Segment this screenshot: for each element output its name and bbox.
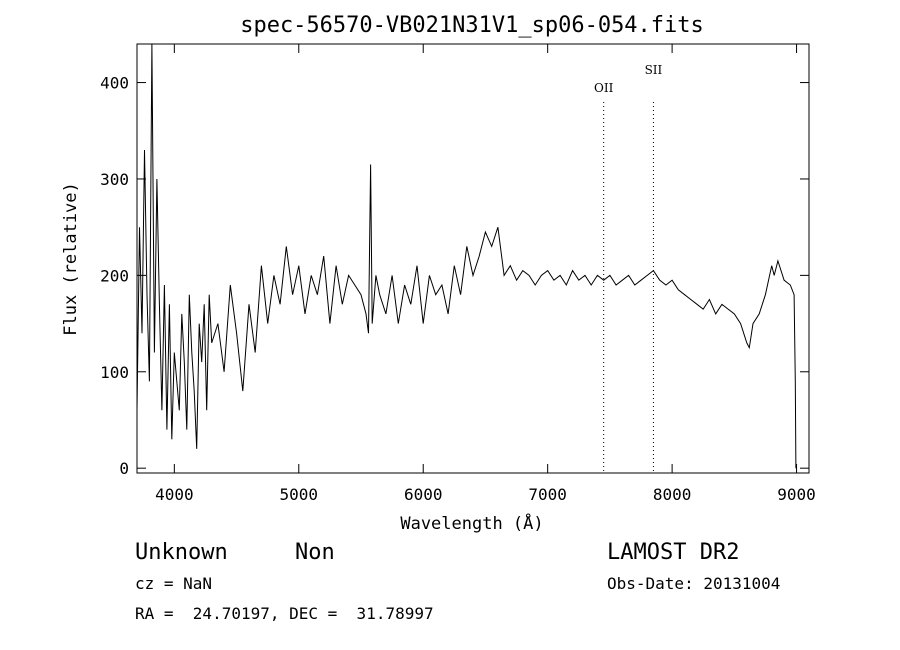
y-tick-label: 300 xyxy=(100,170,129,189)
x-tick-label: 5000 xyxy=(280,485,319,504)
x-axis-label: Wavelength (Å) xyxy=(400,512,543,534)
y-axis-ticks: 0 100 200 300 400 xyxy=(100,74,809,478)
plot-frame xyxy=(136,43,810,474)
object-class: Unknown xyxy=(135,540,228,565)
obs-date: Obs-Date: 20131004 xyxy=(607,574,781,593)
x-tick-label: 6000 xyxy=(404,485,443,504)
x-axis-ticks: 4000 5000 6000 7000 8000 9000 xyxy=(155,44,816,504)
object-subclass: Non xyxy=(295,540,335,565)
cz-value: cz = NaN xyxy=(135,574,213,593)
annotation-label: SII xyxy=(645,63,663,77)
survey-name: LAMOST DR2 xyxy=(607,540,740,565)
y-axis-label: Flux (relative) xyxy=(61,182,81,336)
annotation-label: OII xyxy=(594,81,614,95)
chart-title: spec-56570-VB021N31V1_sp06-054.fits xyxy=(240,13,704,38)
y-tick-label: 400 xyxy=(100,74,129,93)
x-tick-label: 9000 xyxy=(777,485,816,504)
y-tick-label: 0 xyxy=(119,459,129,478)
y-tick-label: 200 xyxy=(100,266,129,285)
line-annotations: OII SII xyxy=(594,63,663,473)
y-tick-label: 100 xyxy=(100,363,129,382)
x-tick-label: 8000 xyxy=(653,485,692,504)
x-tick-label: 7000 xyxy=(528,485,567,504)
spectrum-line xyxy=(136,43,797,469)
x-tick-label: 4000 xyxy=(155,485,194,504)
ra-dec: RA = 24.70197, DEC = 31.78997 xyxy=(135,604,434,623)
